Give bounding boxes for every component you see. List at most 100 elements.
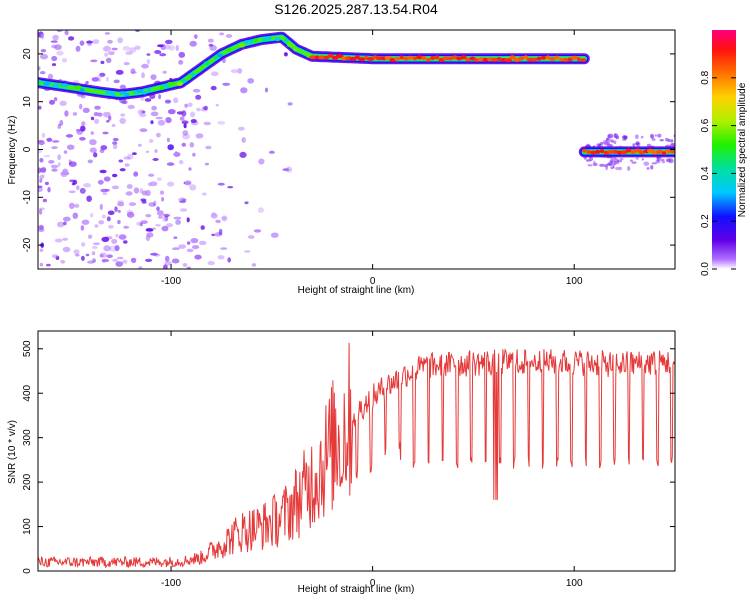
colorbar-gradient [712,30,736,269]
noise-speck [75,253,80,257]
noise-speck [107,210,115,216]
noise-speck [217,182,225,186]
noise-speck [93,112,99,117]
ridge-peak [318,55,326,60]
noise-speck [178,60,184,65]
noise-speck [189,40,197,47]
ridge-peak [421,55,427,60]
noise-speck [68,161,77,167]
noise-speck [257,207,264,214]
ridge-zero-ridge [578,146,675,158]
ridge-peak [625,148,632,153]
noise-speck [57,123,61,129]
ridge-peak [532,57,538,62]
spectrogram-ylabel: Frequency (Hz) [7,116,18,185]
noise-speck [148,138,154,143]
noise-speck [187,241,191,245]
noise-speck [94,118,100,125]
noise-speck [156,177,162,182]
ridge-peak [412,56,418,61]
noise-speck [237,68,243,74]
noise-speck [128,202,137,207]
noise-speck [42,198,48,203]
noise-speck [92,39,100,45]
noise-speck [192,245,200,250]
noise-speck [39,178,43,183]
ridge-peak [141,90,147,95]
ridge-peak [586,150,592,154]
y-tick-label: -20 [22,237,33,252]
noise-speck [602,140,608,144]
noise-speck [138,266,143,269]
noise-speck [39,207,45,211]
noise-speck [222,82,231,86]
noise-speck [182,263,188,267]
ridge-peak [244,40,249,45]
noise-speck [150,111,159,117]
noise-speck [90,59,98,63]
noise-speck [61,58,68,63]
noise-speck [219,32,225,36]
noise-speck [117,219,121,225]
noise-speck [129,47,137,53]
noise-speck [79,40,85,46]
noise-speck [621,135,628,139]
y-tick-label: 20 [22,48,33,60]
y-tick-label: 100 [22,518,33,535]
noise-speck [657,133,662,138]
noise-speck [178,244,187,250]
ridge-peak [434,55,440,60]
noise-speck [93,152,98,158]
noise-speck [613,158,619,163]
noise-speck [218,228,223,235]
noise-speck [167,144,174,151]
noise-speck [102,214,106,219]
noise-speck [49,99,55,105]
ridge-peak [549,57,556,61]
noise-speck [80,125,86,132]
noise-speck [161,225,169,232]
noise-speck [627,166,631,171]
noise-speck [52,140,60,143]
ridge-peak [349,56,357,61]
noise-speck [167,181,175,187]
noise-speck [631,161,637,164]
x-tick-label: -100 [161,578,181,589]
ridge-peak [394,56,401,61]
noise-speck [217,255,225,260]
noise-speck [165,117,172,124]
noise-speck [106,76,109,82]
noise-speck [139,112,147,118]
ridge-peak [656,149,664,154]
noise-speck [593,160,596,165]
noise-speck [73,249,80,255]
noise-speck [47,186,51,193]
noise-speck [641,158,644,161]
noise-speck [91,251,96,256]
noise-speck [94,224,99,228]
ridge-peak [554,55,560,60]
y-tick-label: 400 [22,384,33,401]
ridge-peak [43,81,51,86]
ridge-peak [248,39,254,44]
noise-speck [207,38,214,43]
ridge-peak [430,55,436,60]
noise-speck [123,225,130,229]
noise-speck [654,134,657,137]
noise-speck [39,175,45,180]
ridge-peak [327,53,334,58]
noise-speck [51,63,57,67]
noise-speck [225,34,233,38]
noise-speck [117,256,124,260]
ridge-peak [335,54,344,59]
noise-speck [139,128,148,133]
noise-speck [610,139,615,143]
noise-speck [604,164,607,168]
noise-speck [201,192,207,196]
noise-speck [133,187,140,194]
ridge-peak [79,88,85,93]
noise-speck [186,248,194,253]
noise-speck [283,52,288,57]
noise-speck [59,119,64,126]
noise-speck [56,50,64,56]
